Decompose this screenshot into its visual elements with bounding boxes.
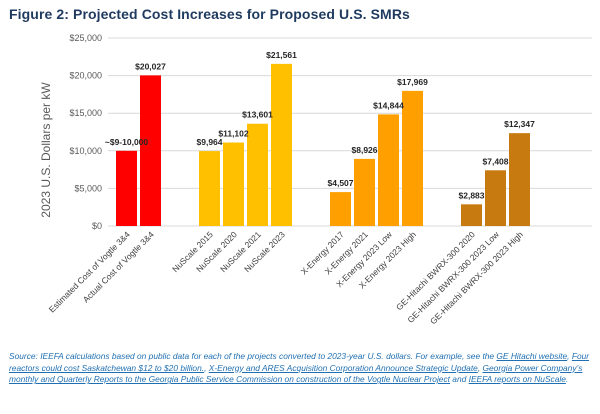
source-sep: , xyxy=(567,351,572,361)
bar xyxy=(223,142,244,226)
bar xyxy=(116,150,137,226)
data-label: $11,102 xyxy=(218,129,249,139)
source-end: . xyxy=(565,374,569,385)
data-label: $9,964 xyxy=(197,137,223,147)
source-note: Source: IEEFA calculations based on publ… xyxy=(9,351,597,386)
bar xyxy=(378,114,399,226)
data-label: $2,883 xyxy=(459,190,485,200)
data-label: $20,027 xyxy=(135,61,166,71)
link-ieefa-nuscale[interactable]: IEEFA reports on NuScale xyxy=(468,374,566,385)
data-label: $14,844 xyxy=(373,100,404,110)
link-x-energy[interactable]: X-Energy and ARES Acquisition Corporatio… xyxy=(208,362,478,373)
bar xyxy=(271,63,292,226)
data-labels: ~$9-10,000 $20,027 $9,964$11,102 $13,601 $21… xyxy=(105,50,535,200)
bar xyxy=(509,133,530,226)
link-georgia-power[interactable]: Georgia Power Company’s monthly and Quar… xyxy=(9,362,583,385)
bar xyxy=(402,90,423,226)
source-sep: , xyxy=(204,362,209,373)
category-label: GE-Hitachi BWRX-300 2023 Low xyxy=(405,229,501,325)
y-tick-label: $10,000 xyxy=(69,146,102,156)
y-tick-label: $25,000 xyxy=(69,33,102,43)
bar-chart: $0 $5,000 $10,000 $15,000 $20,000 $25,000 ~$9… xyxy=(39,33,592,327)
y-axis-title: 2023 U.S. Dollars per kW xyxy=(39,82,53,218)
bar xyxy=(140,75,161,226)
bar xyxy=(199,151,220,226)
link-ge-hitachi[interactable]: GE Hitachi website xyxy=(496,351,568,361)
y-tick-label: $15,000 xyxy=(69,108,102,118)
data-label: $17,969 xyxy=(397,77,428,87)
y-tick-labels: $0 $5,000 $10,000 $15,000 $20,000 $25,000 xyxy=(69,33,102,231)
data-label: $8,926 xyxy=(352,145,378,155)
source-sep: and xyxy=(449,374,469,385)
data-label: $12,347 xyxy=(504,119,535,129)
bar xyxy=(330,192,351,226)
category-label: GE-Hitachi BWRX-300 2023 High xyxy=(428,229,525,326)
y-tick-label: $20,000 xyxy=(69,71,102,81)
y-tick-label: $0 xyxy=(92,221,102,231)
data-label: $4,507 xyxy=(328,178,354,188)
figure-title: Figure 2: Projected Cost Increases for P… xyxy=(9,6,410,22)
link-saskatchewan[interactable]: Four reactors could cost Saskatchewan $1… xyxy=(9,351,590,373)
bar xyxy=(461,204,482,226)
data-label: $13,601 xyxy=(242,110,273,120)
bar xyxy=(247,123,268,226)
data-label: $7,408 xyxy=(483,156,509,166)
source-sep: , xyxy=(477,362,483,373)
bar xyxy=(354,158,375,226)
bars xyxy=(116,63,530,226)
y-tick-label: $5,000 xyxy=(74,183,102,193)
data-label: $21,561 xyxy=(266,50,297,60)
bar xyxy=(485,170,506,226)
data-label: ~$9-10,000 xyxy=(105,137,149,147)
source-intro: Source: IEEFA calculations based on publ… xyxy=(9,351,497,361)
